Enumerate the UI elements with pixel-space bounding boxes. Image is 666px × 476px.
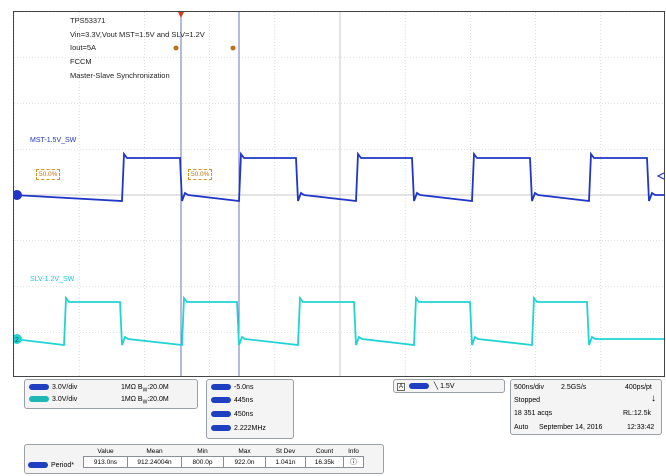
stats-header-min: Min: [197, 448, 208, 455]
annotation-line-1: TPS53371: [70, 16, 106, 25]
stats-header-count: Count: [315, 448, 334, 455]
cursor-readout-1: -5.0ns: [211, 383, 253, 392]
acquisition-count: 18 351 acqs: [514, 410, 553, 417]
trigger-source-badge[interactable]: [408, 383, 429, 390]
ch1-label: MST-1.5V_SW: [30, 137, 77, 144]
measurement-source-badge[interactable]: [28, 462, 48, 469]
stats-min: 800.0p: [181, 456, 224, 468]
stats-value: 913.0ns: [83, 456, 128, 468]
ch2-ground-marker[interactable]: [14, 334, 22, 344]
ch2-marker-number: 2: [15, 337, 19, 344]
stats-header-stdev: St Dev: [275, 448, 296, 455]
stats-table: Value Mean Min Max St Dev Count Info 913…: [83, 447, 364, 468]
cursor-readout-panel[interactable]: -5.0ns 445ns 450ns 2.222MHz: [206, 379, 294, 439]
run-stop-arrow-icon[interactable]: ↓: [651, 393, 656, 404]
acquisition-date: September 14, 2016: [539, 424, 603, 431]
ch1-ground-marker[interactable]: [14, 190, 22, 200]
cursor-readout-3: 450ns: [211, 410, 253, 419]
stats-header-value: Value: [97, 448, 114, 455]
ch2-waveform: [14, 295, 664, 347]
ch1-bandwidth: 1MΩ BW:20.0M: [121, 384, 169, 394]
cursor-readout-2: 445ns: [211, 396, 253, 405]
stats-header-max: Max: [238, 448, 251, 455]
stats-header-mean: Mean: [146, 448, 163, 455]
stats-stdev: 1.041n: [265, 456, 306, 468]
annotation-line-4: FCCM: [70, 57, 92, 66]
cursor-b-label: b: [230, 42, 234, 48]
channel-settings-panel[interactable]: 3.0V/div 1MΩ BW:20.0M 3.0V/div 1MΩ BW:20…: [24, 379, 198, 409]
ch1-waveform: [14, 151, 664, 203]
stats-info-icon[interactable]: ⓘ: [343, 456, 364, 468]
trigger-position-icon[interactable]: [178, 12, 184, 18]
ch2-badge[interactable]: [29, 396, 49, 403]
ch2-settings[interactable]: 3.0V/div: [29, 395, 77, 404]
waveform-display: 2: [14, 12, 665, 376]
trigger-mode: Auto: [514, 424, 529, 431]
graticule: [14, 12, 664, 376]
trigger-channel: A: [397, 383, 406, 391]
stats-mean: 912.24004n: [127, 456, 182, 468]
acquisition-time: 12:33:42: [627, 424, 655, 431]
trigger-panel[interactable]: A ╲ 1.5V: [393, 379, 505, 393]
trigger-level-icon[interactable]: [656, 172, 665, 180]
ch2-label: SLV-1.2V_SW: [30, 276, 75, 283]
annotation-line-2: Vin=3.3V,Vout MST=1.5V and SLV=1.2V: [70, 30, 205, 39]
cursor-readout-4: 2.222MHz: [211, 424, 266, 433]
acquisition-state: Stopped: [514, 397, 541, 404]
trigger-slope-icon: ╲: [433, 383, 439, 390]
cursor-a-level: 50.0%: [36, 169, 61, 180]
ch1-settings[interactable]: 3.0V/div: [29, 383, 77, 392]
ch2-bandwidth: 1MΩ BW:20.0M: [121, 396, 169, 406]
stats-max: 922.0n: [223, 456, 266, 468]
annotation-line-5: Master-Slave Synchronization: [70, 71, 170, 80]
cursor-a-handle[interactable]: [173, 45, 179, 51]
cursor-b-level: 50.0%: [188, 169, 213, 180]
resolution: 400ps/pt: [625, 384, 652, 391]
cursor-a-label: a: [172, 42, 176, 48]
timebase-panel[interactable]: 500ns/div 2.5GS/s 400ps/pt Stopped ↓ 18 …: [510, 379, 662, 435]
measurement-stats-panel[interactable]: Value Mean Min Max St Dev Count Info 913…: [24, 444, 384, 474]
ch1-badge[interactable]: [29, 384, 49, 391]
record-length: RL:12.5k: [623, 410, 652, 417]
stats-header-info: Info: [348, 448, 359, 455]
cursor-b-handle[interactable]: [230, 45, 236, 51]
scope-screen: 2 TPS53371 Vin=3.3V,Vout MST=1.5V and SL…: [13, 11, 665, 377]
trigger-level: 1.5V: [440, 383, 455, 390]
horizontal-scale: 500ns/div: [514, 384, 544, 391]
sample-rate: 2.5GS/s: [561, 384, 587, 391]
measurement-name[interactable]: Period*: [28, 461, 74, 470]
stats-count: 16.35k: [305, 456, 344, 468]
annotation-line-3: Iout=5A: [70, 43, 97, 52]
